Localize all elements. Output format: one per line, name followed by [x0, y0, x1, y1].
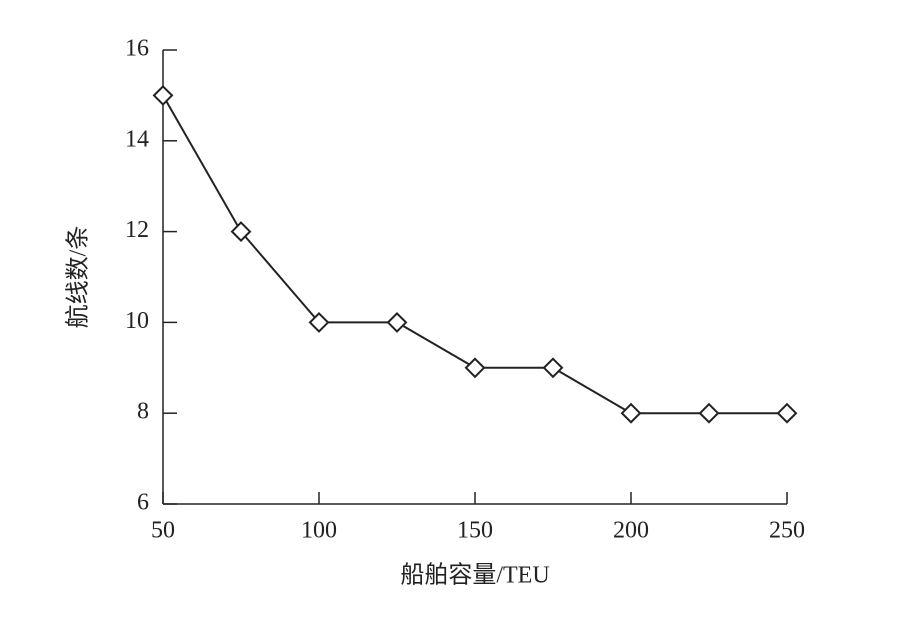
y-tick-label: 6 [137, 490, 149, 516]
marker [464, 357, 486, 379]
marker [230, 221, 252, 243]
x-tick-label: 100 [301, 518, 337, 544]
x-tick-label: 150 [457, 518, 493, 544]
marker [152, 84, 174, 106]
x-tick-label: 50 [151, 518, 175, 544]
marker [542, 357, 564, 379]
marker [620, 402, 642, 424]
y-tick-label: 14 [125, 126, 149, 152]
y-tick-label: 8 [137, 399, 149, 425]
y-tick-label: 16 [125, 36, 149, 62]
x-tick-label: 250 [769, 518, 805, 544]
y-tick-label: 10 [125, 308, 149, 334]
x-tick-label: 200 [613, 518, 649, 544]
marker [698, 402, 720, 424]
marker [308, 311, 330, 333]
marker [386, 311, 408, 333]
marker [776, 402, 798, 424]
y-axis-label: 航线数/条 [65, 226, 92, 329]
x-axis-label: 船舶容量/TEU [400, 562, 549, 589]
y-tick-label: 12 [125, 217, 149, 243]
